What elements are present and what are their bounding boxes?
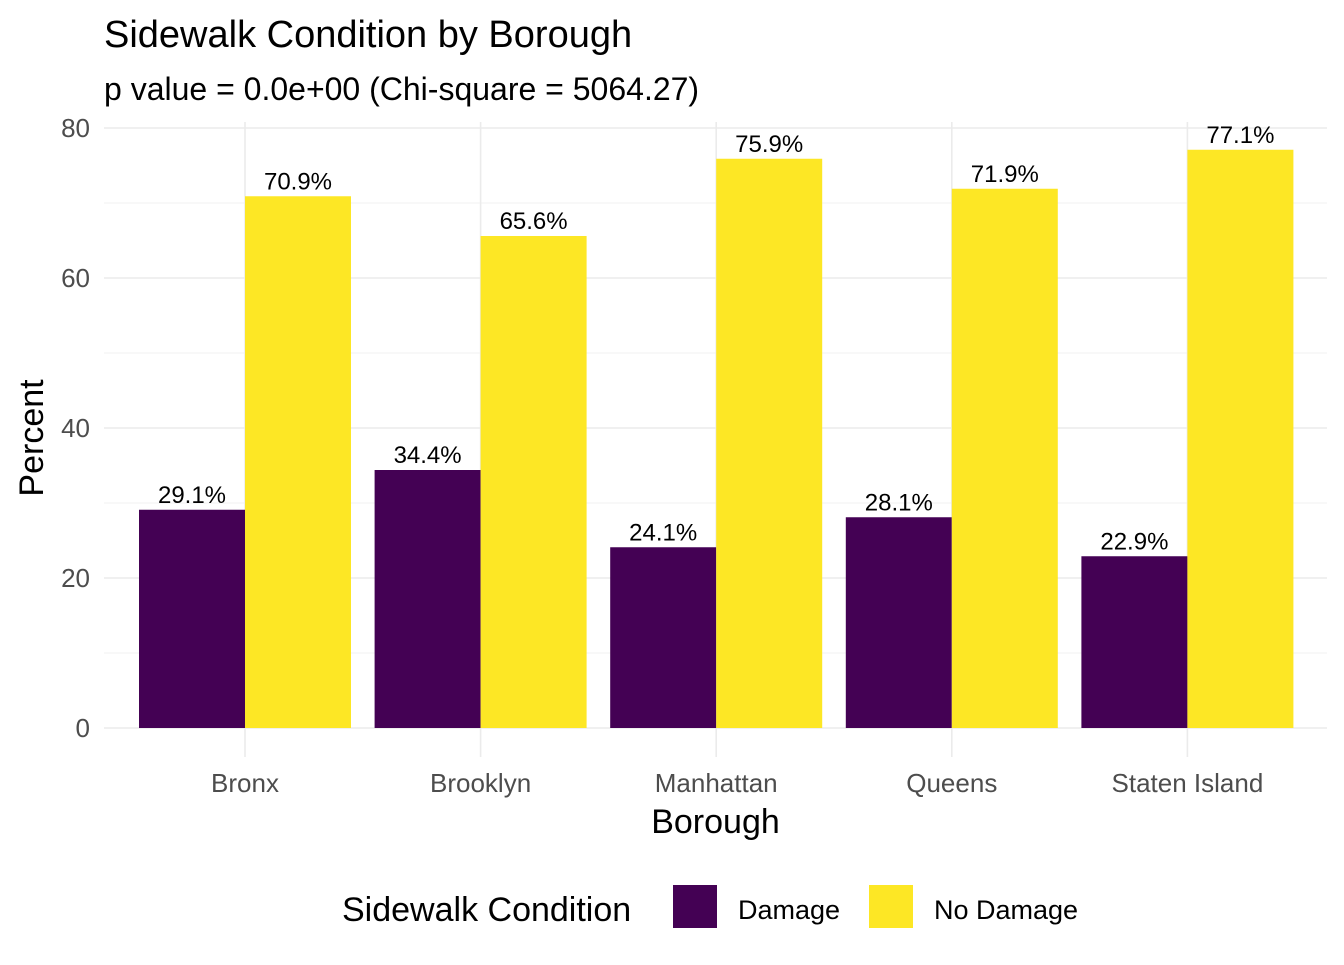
- bar-damage-staten-island: [1081, 556, 1188, 728]
- bar-damage-queens: [845, 517, 952, 728]
- y-tick-label: 0: [76, 713, 90, 743]
- legend-label: No Damage: [934, 895, 1078, 925]
- y-tick-label: 40: [61, 413, 90, 443]
- y-axis-ticks: 0 20 40 60 80: [61, 113, 90, 743]
- x-tick-label: Bronx: [211, 768, 279, 798]
- x-tick-label: Manhattan: [655, 768, 778, 798]
- data-label: 22.9%: [1100, 528, 1168, 555]
- x-axis-ticks: Bronx Brooklyn Manhattan Queens Staten Islan…: [211, 768, 1263, 798]
- y-axis-title: Percent: [13, 379, 51, 497]
- bar-damage-bronx: [139, 509, 245, 728]
- bar-no-damage-staten-island: [1187, 149, 1294, 728]
- legend-key-no-damage: [869, 885, 913, 928]
- data-label: 65.6%: [500, 208, 568, 235]
- data-label: 28.1%: [865, 489, 933, 516]
- bar-no-damage-queens: [951, 188, 1058, 728]
- bar-no-damage-brooklyn: [480, 236, 587, 728]
- data-label: 34.4%: [394, 442, 462, 469]
- bar-damage-manhattan: [610, 547, 717, 728]
- bars: [139, 149, 1294, 728]
- x-tick-label: Brooklyn: [430, 768, 531, 798]
- y-tick-label: 60: [61, 263, 90, 293]
- bar-no-damage-manhattan: [716, 158, 823, 728]
- bar-no-damage-bronx: [245, 196, 351, 728]
- data-label: 24.1%: [629, 519, 697, 546]
- bar-damage-brooklyn: [374, 470, 481, 728]
- data-label: 71.9%: [971, 161, 1039, 188]
- data-label: 29.1%: [158, 482, 226, 509]
- data-labels: 29.1% 70.9% 34.4% 65.6% 24.1% 75.9% 28.1% 71.9%…: [158, 122, 1274, 556]
- chart-subtitle: p value = 0.0e+00 (Chi-square = 5064.27): [104, 71, 699, 107]
- legend-title: Sidewalk Condition: [342, 891, 631, 929]
- data-label: 70.9%: [264, 168, 332, 195]
- x-tick-label: Queens: [906, 768, 997, 798]
- y-tick-label: 20: [61, 563, 90, 593]
- chart-title: Sidewalk Condition by Borough: [104, 14, 632, 56]
- legend-label: Damage: [738, 895, 840, 925]
- x-axis-title: Borough: [651, 803, 780, 841]
- legend-key-damage: [673, 885, 717, 928]
- y-tick-label: 80: [61, 113, 90, 143]
- legend: Sidewalk Condition Damage No Damage: [342, 885, 1078, 929]
- data-label: 75.9%: [735, 131, 803, 158]
- data-label: 77.1%: [1206, 122, 1274, 149]
- x-tick-label: Staten Island: [1112, 768, 1264, 798]
